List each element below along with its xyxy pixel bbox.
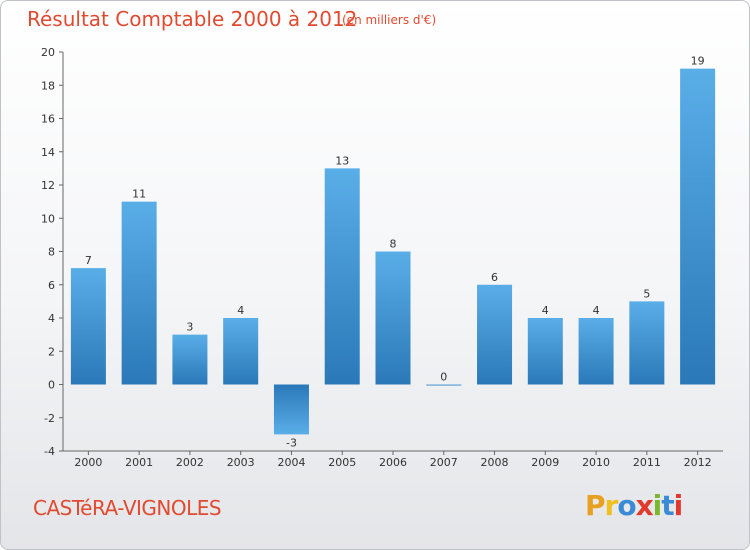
y-tick-label: 4 xyxy=(48,312,55,325)
bar-2005 xyxy=(324,168,360,385)
chart-subtitle: (en milliers d'€) xyxy=(342,13,437,27)
y-tick-label: -2 xyxy=(44,412,55,425)
logo-letter: P xyxy=(585,489,606,522)
y-tick-label: 10 xyxy=(41,212,55,225)
bar-2010 xyxy=(578,318,614,385)
bar-2002 xyxy=(172,334,208,385)
bar-2001 xyxy=(121,201,157,385)
logo-letter: x xyxy=(635,489,654,522)
y-tick-label: 2 xyxy=(48,345,55,358)
logo-letter: i xyxy=(652,489,663,522)
y-tick-label: 0 xyxy=(48,379,55,392)
bar-2000 xyxy=(70,268,106,385)
bar-2004 xyxy=(273,384,309,435)
data-label: 7 xyxy=(85,254,92,267)
data-label: 8 xyxy=(390,238,397,251)
logo-letter: i xyxy=(673,489,684,522)
y-tick-label: 8 xyxy=(48,246,55,259)
x-tick-label: 2007 xyxy=(430,456,458,469)
x-tick-label: 2010 xyxy=(582,456,610,469)
y-tick-label: 12 xyxy=(41,179,55,192)
x-tick-label: 2003 xyxy=(227,456,255,469)
data-label: 4 xyxy=(542,304,549,317)
data-label: 19 xyxy=(691,55,705,68)
bar-2011 xyxy=(629,301,665,385)
y-tick-label: -4 xyxy=(44,445,55,458)
x-tick-label: 2009 xyxy=(531,456,559,469)
data-label: 6 xyxy=(491,271,498,284)
y-tick-label: 20 xyxy=(41,46,55,59)
x-tick-label: 2001 xyxy=(125,456,153,469)
y-tick-label: 18 xyxy=(41,79,55,92)
data-label: 3 xyxy=(186,321,193,334)
y-tick-label: 14 xyxy=(41,146,55,159)
bar-2006 xyxy=(375,251,411,385)
logo-letter: t xyxy=(661,489,674,522)
data-label: 5 xyxy=(643,287,650,300)
chart-title: Résultat Comptable 2000 à 2012 xyxy=(27,7,358,31)
x-tick-label: 2000 xyxy=(74,456,102,469)
proxiti-logo[interactable]: Proxiti xyxy=(585,489,684,522)
bar-2012 xyxy=(680,68,716,385)
bar-2009 xyxy=(527,318,563,385)
bar-2003 xyxy=(223,318,259,385)
data-label: 0 xyxy=(440,371,447,384)
bar-2008 xyxy=(477,284,513,385)
x-tick-label: 2002 xyxy=(176,456,204,469)
town-name: CASTéRA-VIGNOLES xyxy=(33,496,222,520)
y-tick-label: 6 xyxy=(48,279,55,292)
x-tick-label: 2006 xyxy=(379,456,407,469)
x-tick-label: 2012 xyxy=(684,456,712,469)
logo-letter: o xyxy=(617,489,636,522)
data-label: 4 xyxy=(237,304,244,317)
x-tick-label: 2011 xyxy=(633,456,661,469)
data-label: 4 xyxy=(593,304,600,317)
logo-letter: r xyxy=(604,489,619,522)
y-tick-label: 16 xyxy=(41,113,55,126)
data-label: -3 xyxy=(286,436,297,449)
bar-2007 xyxy=(426,384,462,386)
x-tick-label: 2005 xyxy=(328,456,356,469)
data-label: 13 xyxy=(335,154,349,167)
x-tick-label: 2004 xyxy=(277,456,305,469)
x-tick-label: 2008 xyxy=(481,456,509,469)
data-label: 11 xyxy=(132,188,146,201)
